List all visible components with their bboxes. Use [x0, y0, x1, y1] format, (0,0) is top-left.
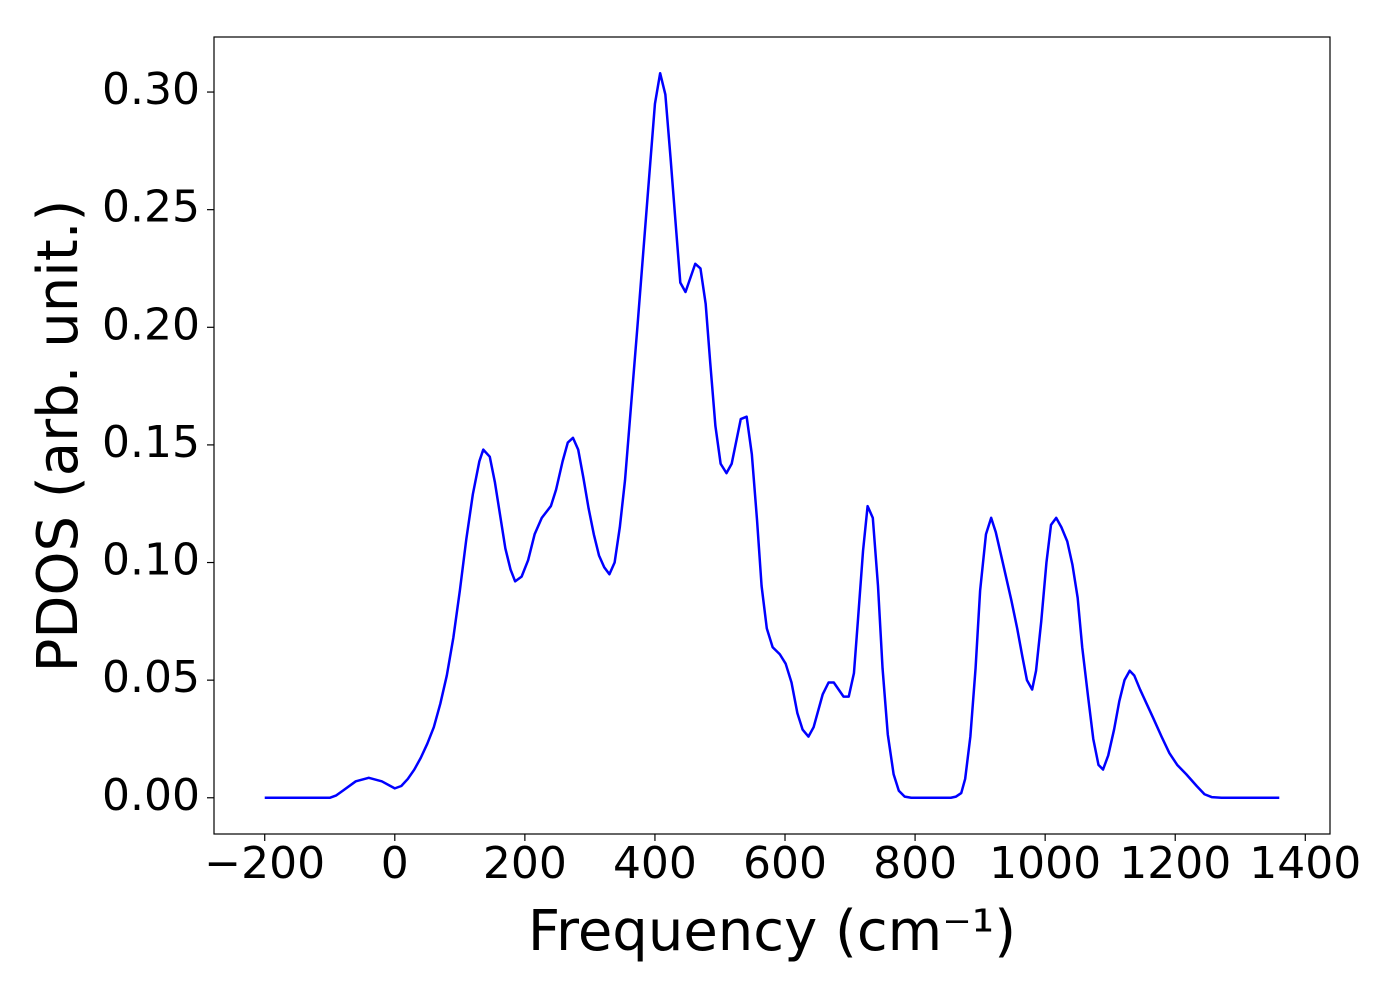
plot-frame	[213, 36, 1331, 835]
x-tick-label: 400	[613, 838, 697, 889]
y-tick-label: 0.15	[102, 417, 200, 468]
data-line	[264, 71, 1280, 800]
y-tick-label: 0.20	[102, 299, 200, 350]
x-tick-label: 200	[483, 838, 567, 889]
x-tick-label: 1400	[1249, 838, 1361, 889]
x-tick-label: 0	[381, 838, 409, 889]
x-tick-label: 1200	[1119, 838, 1231, 889]
y-axis-label: PDOS (arb. unit.)	[26, 200, 91, 673]
y-tick-label: 0.10	[102, 535, 200, 586]
y-tick-label: 0.30	[102, 64, 200, 115]
x-tick-label: 1000	[989, 838, 1101, 889]
y-tick-label: 0.25	[102, 182, 200, 233]
y-tick-label: 0.05	[102, 652, 200, 703]
x-tick-label: −200	[204, 838, 325, 889]
x-axis-label: Frequency (cm⁻¹)	[528, 899, 1016, 964]
x-tick-label: 800	[873, 838, 957, 889]
x-tick-label: 600	[743, 838, 827, 889]
y-tick-label: 0.00	[102, 770, 200, 821]
